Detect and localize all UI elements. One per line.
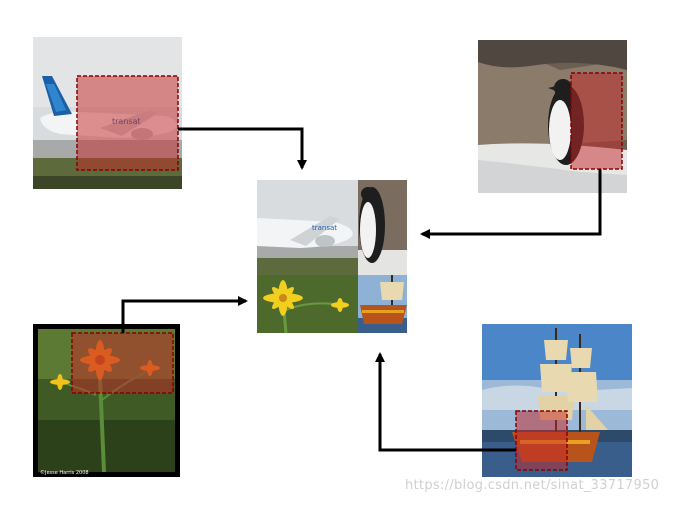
arrows (121, 127, 602, 452)
arrow-airplane-to-mix (178, 127, 307, 170)
airplane-crop-box (76, 75, 179, 171)
mixed-penguin-patch (358, 180, 407, 275)
mixed-flower-patch (257, 275, 358, 333)
mixed-result-image: transat (257, 180, 407, 333)
mixed-livery-text: transat (312, 224, 337, 232)
flower-crop-box (71, 332, 174, 394)
ship-crop-box (515, 410, 568, 471)
mixed-plane-patch: transat (257, 180, 358, 275)
flower-photo-credit: ©Jesse Harris 2008 (40, 469, 89, 476)
arrow-flower-to-mix (121, 296, 248, 333)
arrow-penguin-to-mix (420, 169, 602, 239)
mixed-ship-patch (358, 275, 407, 333)
watermark-text: https://blog.csdn.net/sinat_33717950 (405, 478, 660, 493)
arrow-ship-to-mix (375, 352, 516, 452)
penguin-crop-box (570, 72, 623, 170)
